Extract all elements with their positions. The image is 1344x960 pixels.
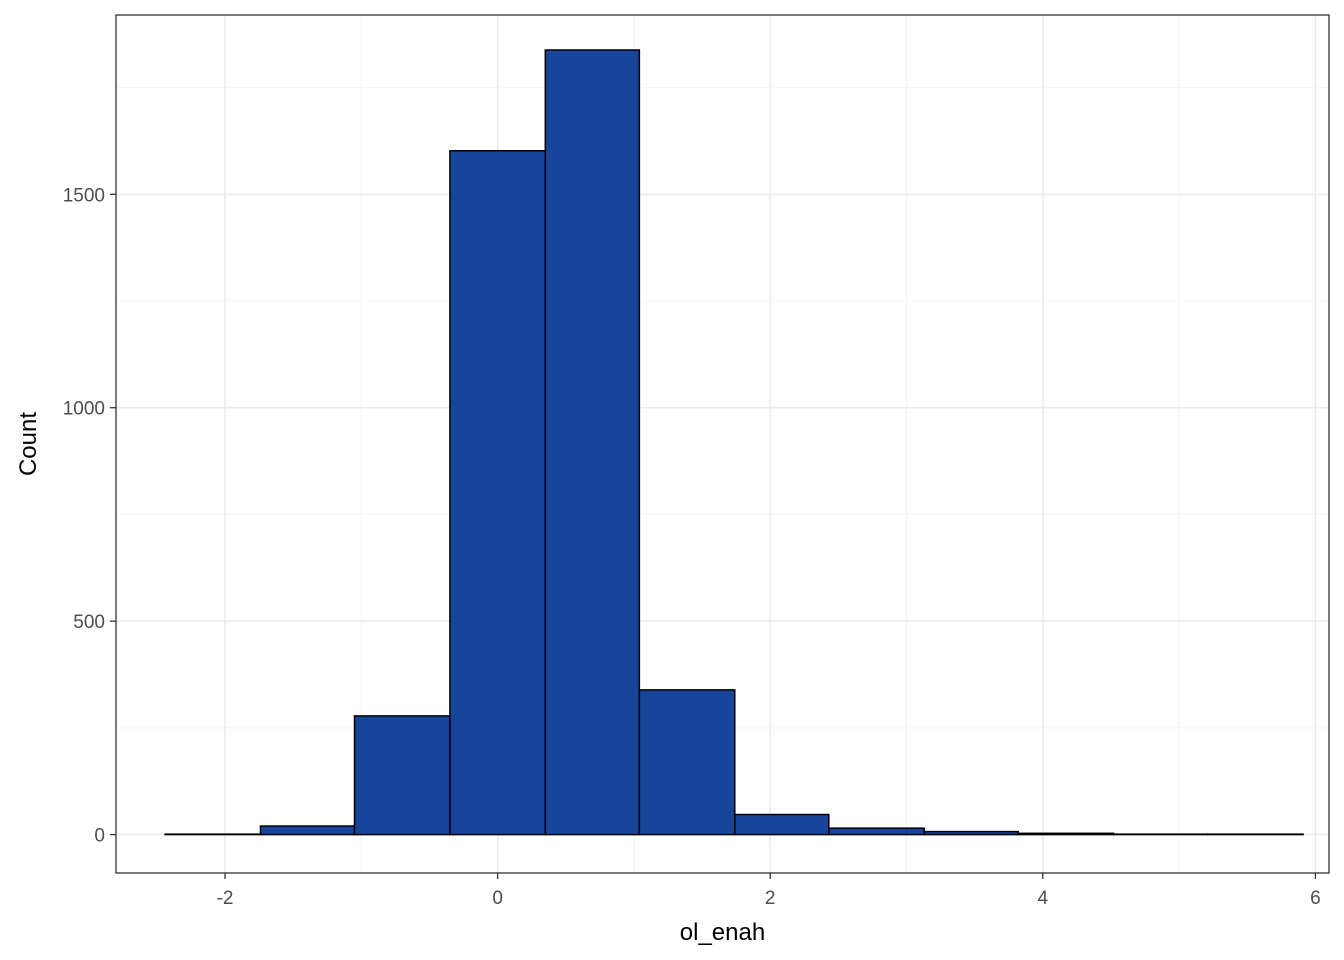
histogram-bar (1017, 832, 1115, 836)
histogram-bar (259, 825, 356, 836)
histogram-bar (449, 149, 547, 836)
tick-labels: -2 0 2 4 6 0 500 1000 1500 (63, 185, 1321, 909)
x-tick-label: -2 (217, 888, 234, 909)
y-tick-label: 0 (94, 826, 105, 847)
histogram-bar (353, 715, 451, 836)
y-axis-title: Count (15, 412, 42, 476)
histogram-bar (923, 830, 1020, 836)
histogram-bars (164, 49, 1304, 836)
x-tick-label: 4 (1037, 888, 1048, 909)
y-tick-label: 1000 (63, 399, 105, 420)
histogram-bar (828, 827, 925, 836)
histogram-bar (544, 49, 641, 836)
axis-ticks (110, 193, 1317, 879)
y-tick-label: 500 (73, 612, 105, 633)
x-tick-label: 6 (1310, 888, 1321, 909)
x-tick-label: 0 (492, 888, 503, 909)
x-axis-title: ol_enah (680, 919, 765, 946)
histogram-bar (638, 689, 736, 836)
y-tick-label: 1500 (63, 185, 105, 206)
x-tick-label: 2 (765, 888, 776, 909)
panel-border (115, 14, 1330, 874)
histogram-bar (734, 813, 830, 836)
